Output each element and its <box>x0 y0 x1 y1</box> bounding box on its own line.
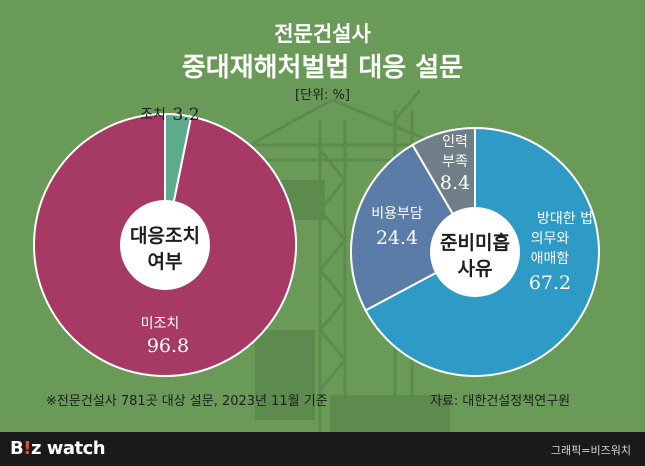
pie-left-center-disc <box>120 200 210 290</box>
slice-value-방대한-법: 67.2 <box>529 272 571 294</box>
source-note: 자료: 대한건설정책연구원 <box>430 394 571 409</box>
footer-bar: B!z watch 그래픽=비즈워치 <box>0 432 645 466</box>
slice-value-조치: 3.2 <box>172 105 199 125</box>
title-line1: 전문건설사 <box>274 22 371 46</box>
footnote: ※전문건설사 781곳 대상 설문, 2023년 11월 기준 <box>46 394 328 409</box>
slice-value-비용부담: 24.4 <box>376 227 418 249</box>
pie-left-center-label-line2: 여부 <box>148 251 183 273</box>
slice-label-미조치: 미조치 <box>141 316 180 332</box>
graphic-credit: 그래픽=비즈워치 <box>550 444 631 457</box>
slice-label-방대한-법-line3: 애매함 <box>531 251 570 267</box>
pie-right-slice-1 <box>350 143 477 312</box>
slice-label-방대한-법-line1: 방대한 법 <box>537 211 593 227</box>
pie-right-center-label-line2: 사유 <box>458 258 493 280</box>
logo-text-right: z watch <box>30 438 106 459</box>
pie-chart-reasons: 준비미흡 사유 방대한 법 의무와 애매함 67.2 비용부담 24.4 인력 … <box>350 126 600 377</box>
slice-value-미조치: 96.8 <box>147 335 189 357</box>
pie-left-center-label-line1: 대응조치 <box>130 225 200 247</box>
logo-text-mid: ! <box>23 438 31 459</box>
slice-label-인력부족-line2: 부족 <box>442 154 468 170</box>
title-line2: 중대재해처벌법 대응 설문 <box>181 53 464 83</box>
unit-label: [단위: %] <box>295 88 350 103</box>
slice-value-인력부족: 8.4 <box>440 172 470 194</box>
slice-label-방대한-법-line2: 의무와 <box>531 231 570 247</box>
pie-chart-response: 대응조치 여부 조치 3.2 미조치 96.8 <box>33 105 297 377</box>
logo-text-left: B <box>10 438 24 459</box>
slice-label-비용부담: 비용부담 <box>371 206 423 222</box>
pie-right-center-label-line1: 준비미흡 <box>440 231 510 254</box>
slice-label-조치: 조치 <box>140 107 166 123</box>
pie-right-center-disc <box>430 207 520 297</box>
slice-label-인력부족-line1: 인력 <box>442 134 468 150</box>
bizwatch-logo: B!z watch <box>10 438 106 459</box>
